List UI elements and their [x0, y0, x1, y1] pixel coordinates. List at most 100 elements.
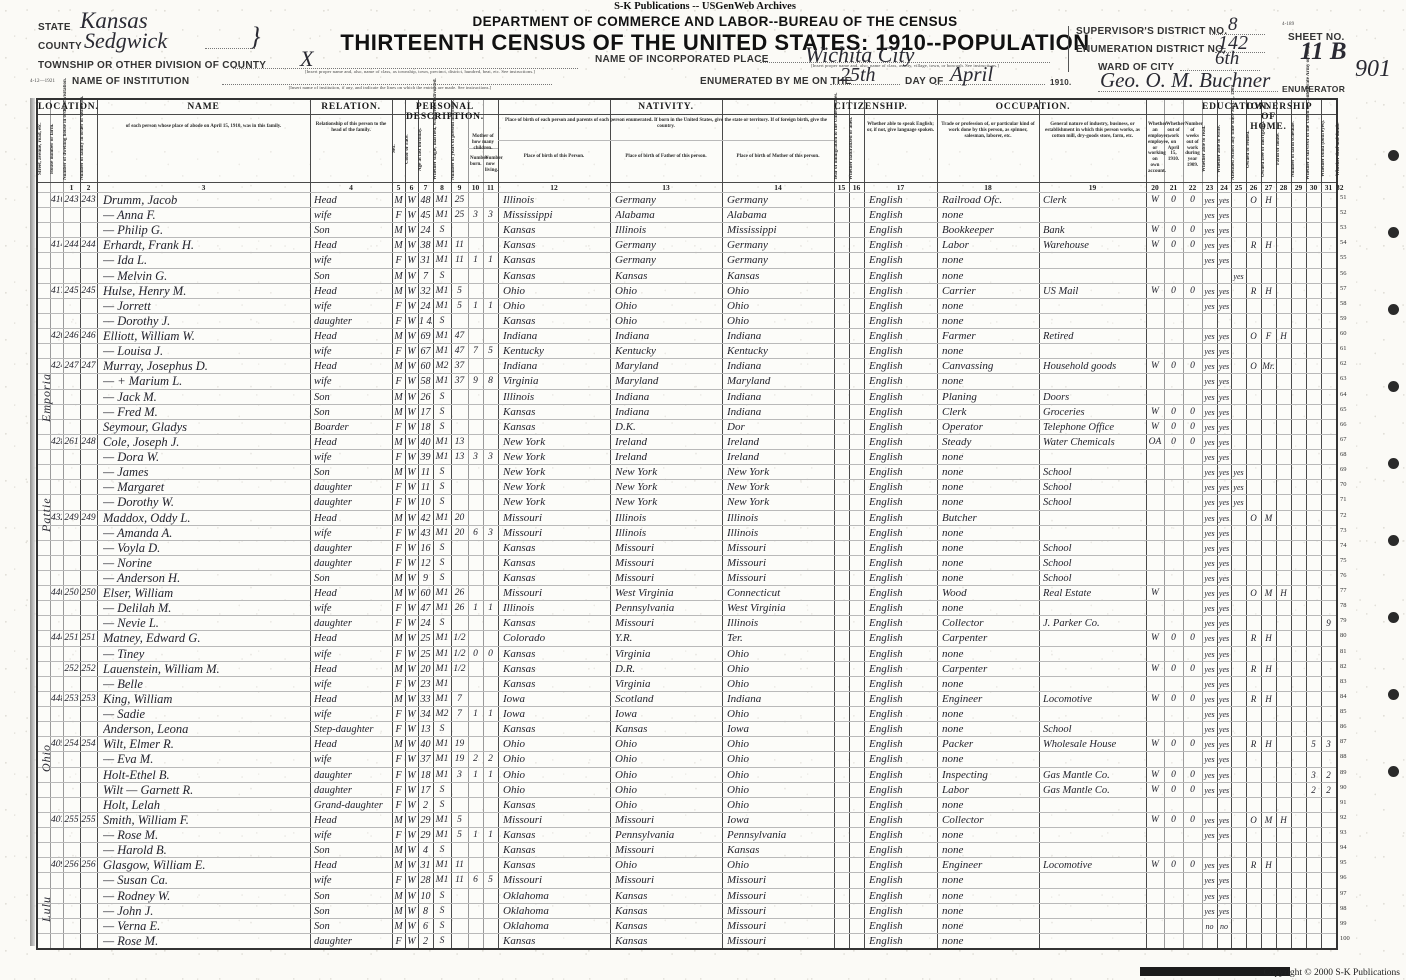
cell: 69: [420, 331, 431, 342]
cell: — Louisa J.: [103, 344, 164, 358]
cell: — Harold B.: [103, 843, 167, 857]
column-divider: [1217, 100, 1218, 948]
cell: Kansas: [615, 723, 648, 735]
cell: W: [407, 649, 416, 660]
line-number-right: 60: [1340, 329, 1347, 337]
column-number-3: 3: [201, 183, 206, 192]
cell: Illinois: [615, 527, 647, 539]
cell: O: [1250, 513, 1257, 523]
cell: M1: [435, 633, 449, 643]
cell: S: [439, 316, 445, 326]
cell: yes: [1204, 514, 1215, 523]
cell: W: [1151, 361, 1159, 371]
column-divider: [1202, 100, 1203, 948]
cell: Ohio: [727, 678, 749, 690]
cell: 5: [457, 830, 462, 840]
cell: none: [942, 920, 964, 932]
cell: W: [407, 845, 416, 856]
cell: Ireland: [615, 436, 647, 448]
cell: W: [1151, 694, 1159, 704]
cell: Illinois: [727, 512, 759, 524]
cell: yes: [1204, 725, 1215, 734]
cell: Ohio: [727, 300, 749, 312]
cell: Colorado: [503, 632, 546, 644]
cell: none: [942, 905, 964, 917]
census-title: THIRTEENTH CENSUS OF THE UNITED STATES: …: [340, 30, 1090, 55]
cell: 246: [81, 331, 96, 341]
cell: 47: [454, 331, 465, 341]
cell: — Voyla D.: [103, 541, 161, 555]
cell: Missouri: [615, 572, 655, 584]
column-number-27: 27: [1264, 183, 1273, 192]
cell: S: [439, 225, 445, 235]
column-header-4: Relationship of this person to the head …: [315, 122, 387, 133]
cell: Missouri: [615, 844, 655, 856]
cell: Glasgow, William E.: [103, 858, 206, 872]
cell: English: [869, 254, 903, 266]
cell: Iowa: [615, 708, 637, 720]
cell: W: [407, 603, 416, 614]
cell: Head: [314, 331, 337, 342]
line-number-right: 89: [1340, 768, 1347, 776]
cell: Gas Mantle Co.: [1043, 785, 1110, 796]
cell: M1: [435, 770, 449, 780]
cell: W: [407, 739, 416, 750]
cell: Head: [314, 513, 337, 524]
cell: 2: [488, 754, 493, 764]
cell: Ohio: [727, 859, 749, 871]
cell: W: [407, 346, 416, 357]
cell: none: [942, 481, 964, 493]
cell: 3: [488, 210, 493, 220]
cell: Head: [314, 437, 337, 448]
cell: Kentucky: [503, 345, 544, 357]
column-header-24: Whether able to write.: [1217, 125, 1222, 173]
column-divider: [864, 100, 865, 948]
cell: 48: [420, 195, 431, 206]
cell: yes: [1204, 468, 1215, 477]
place-value: Wichita City: [805, 42, 915, 67]
cell: 261: [64, 437, 79, 447]
cell: 0: [1190, 664, 1195, 674]
cell: F: [395, 528, 402, 539]
enumerator-dots: [1098, 91, 1278, 92]
line-number-right: 69: [1340, 465, 1347, 473]
cell: Kansas: [503, 648, 536, 660]
line-number-right: 54: [1340, 238, 1347, 246]
cell: Kansas: [503, 935, 536, 947]
cell: — Dora W.: [103, 450, 160, 464]
cell: Missouri: [727, 874, 767, 886]
line-number-right: 96: [1340, 873, 1347, 881]
cell: English: [869, 360, 903, 372]
column-header-26: Owned or rented.: [1246, 130, 1251, 168]
row-divider: [38, 615, 1336, 616]
cell: Holt, Lelah: [103, 798, 160, 812]
cell: daughter: [314, 316, 352, 327]
cell: F: [395, 210, 402, 221]
cell: — Ida L.: [103, 253, 148, 267]
cell: W: [407, 210, 416, 221]
cell: New York: [503, 436, 546, 448]
column-divider: [1321, 100, 1322, 948]
cell: Collector: [942, 814, 984, 826]
cell: M1: [435, 694, 449, 704]
cell: 26: [454, 603, 465, 613]
cell: W: [407, 422, 416, 433]
cell: 9: [473, 376, 478, 386]
cell: F: [395, 316, 402, 327]
cell: Iowa: [503, 708, 525, 720]
cell: S: [439, 407, 445, 417]
row-divider: [38, 494, 1336, 495]
cell: none: [942, 935, 964, 947]
cell: yes: [1218, 786, 1230, 795]
cell: Kansas: [503, 799, 536, 811]
cell: Germany: [727, 239, 768, 251]
cell: School: [1043, 558, 1072, 569]
cell: 0: [1190, 860, 1195, 870]
line-number-right: 55: [1340, 253, 1347, 261]
cell: Kansas: [503, 224, 536, 236]
cell: 0: [1171, 422, 1176, 432]
cell: — Anderson H.: [103, 571, 181, 585]
column-number-4: 4: [349, 183, 353, 192]
cell: 1: [488, 603, 493, 613]
cell: yes: [1218, 695, 1230, 704]
